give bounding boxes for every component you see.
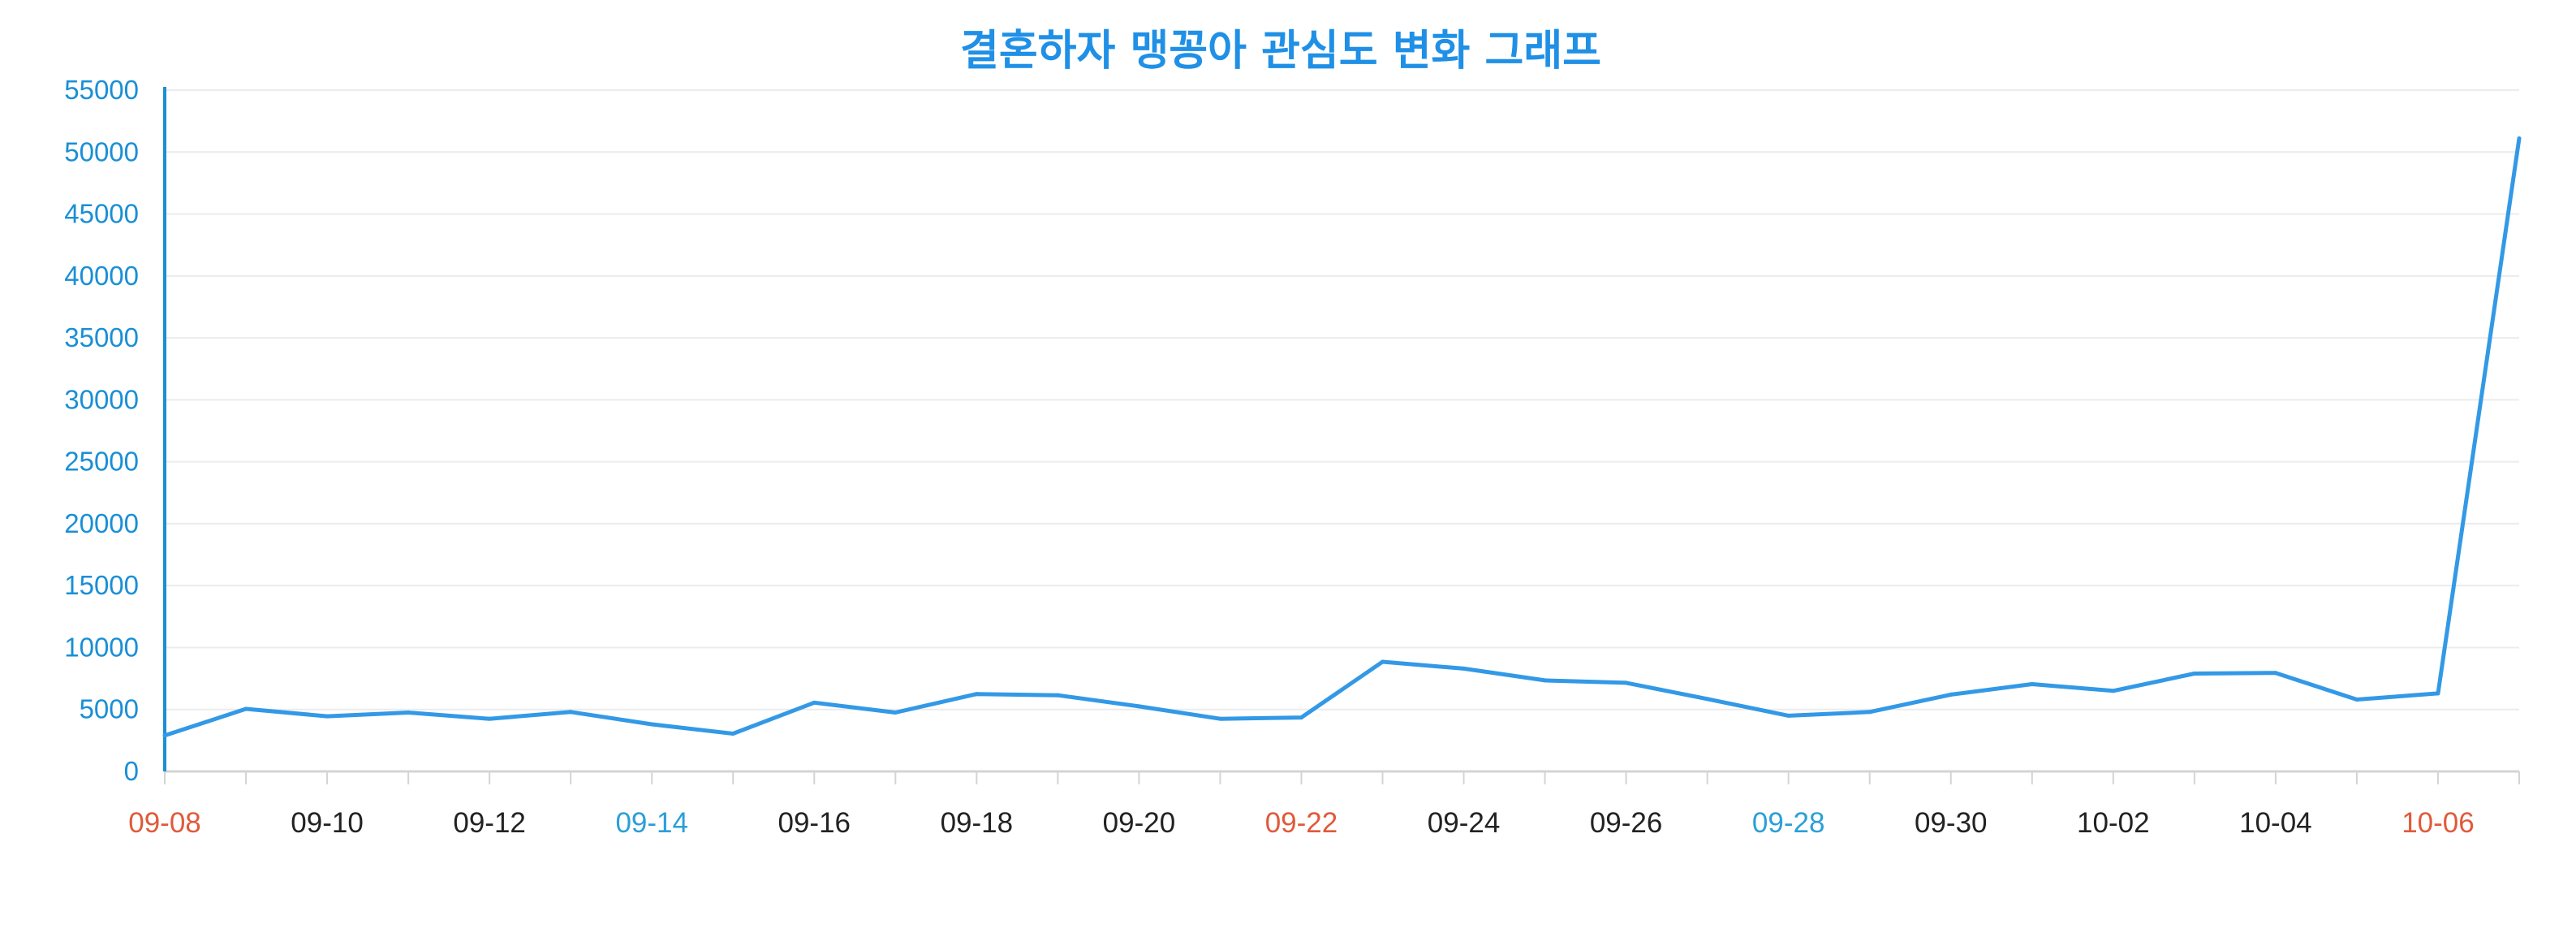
x-tick-label: 10-06 (2402, 807, 2475, 839)
y-axis-ticks: 0 5000 10000 15000 20000 25000 30000 35000 40000… (64, 75, 139, 786)
x-tick-label: 09-20 (1103, 807, 1176, 839)
data-point (893, 711, 898, 715)
data-point (1217, 716, 1222, 721)
x-tick-label: 10-02 (2077, 807, 2150, 839)
data-point (2354, 698, 2359, 702)
x-tick-label: 09-24 (1428, 807, 1501, 839)
data-point (2192, 671, 2197, 676)
data-point (1462, 666, 1467, 671)
data-point (1949, 692, 1954, 697)
y-tick-label: 55000 (64, 75, 139, 105)
data-point (2517, 136, 2522, 140)
y-tick-label: 20000 (64, 508, 139, 538)
data-point (1299, 715, 1303, 720)
y-tick-label: 0 (124, 756, 139, 786)
data-point (1055, 693, 1060, 698)
x-tick-label: 09-12 (453, 807, 526, 839)
data-point (2030, 681, 2035, 686)
data-point (487, 716, 492, 721)
y-tick-label: 10000 (64, 632, 139, 662)
data-point (568, 710, 573, 715)
data-point (1136, 704, 1141, 709)
x-axis-ticks: 09-08 09-10 09-12 09-14 09-16 09-18 09-20 09-22… (128, 771, 2520, 839)
x-tick-label: 09-14 (615, 807, 688, 839)
data-point (812, 700, 816, 705)
y-tick-label: 30000 (64, 384, 139, 414)
data-point (1381, 659, 1385, 664)
data-point (2273, 671, 2278, 676)
x-tick-label: 09-30 (1915, 807, 1988, 839)
data-point (1705, 697, 1710, 702)
x-tick-label: 09-16 (778, 807, 851, 839)
data-point (1543, 678, 1548, 683)
x-tick-label: 09-18 (941, 807, 1014, 839)
series-line (162, 136, 2522, 738)
y-tick-label: 5000 (80, 694, 139, 724)
data-point (730, 731, 735, 736)
y-tick-label: 35000 (64, 322, 139, 352)
y-tick-label: 45000 (64, 199, 139, 229)
data-point (2111, 689, 2116, 693)
x-tick-label: 09-28 (1752, 807, 1825, 839)
data-point (1867, 710, 1872, 715)
x-tick-label: 10-04 (2239, 807, 2312, 839)
y-tick-label: 25000 (64, 447, 139, 477)
chart-title: 결혼하자 맹꽁아 관심도 변화 그래프 (960, 27, 1601, 76)
axes (163, 87, 2519, 773)
x-tick-label: 09-26 (1590, 807, 1663, 839)
data-point (974, 692, 979, 697)
gridlines (165, 89, 2519, 711)
x-tick-label: 09-08 (128, 807, 201, 839)
series-layer (162, 136, 2522, 738)
x-tick-label: 09-22 (1265, 807, 1338, 839)
data-point (649, 722, 654, 727)
data-point (2436, 691, 2440, 696)
data-point (162, 733, 167, 738)
data-point (1624, 680, 1629, 685)
data-point (1786, 713, 1791, 718)
y-tick-label: 40000 (64, 261, 139, 291)
data-point (243, 706, 248, 711)
data-point (325, 714, 330, 719)
data-point (406, 711, 411, 715)
y-tick-label: 50000 (64, 136, 139, 166)
y-tick-label: 15000 (64, 570, 139, 600)
x-tick-label: 09-10 (291, 807, 364, 839)
